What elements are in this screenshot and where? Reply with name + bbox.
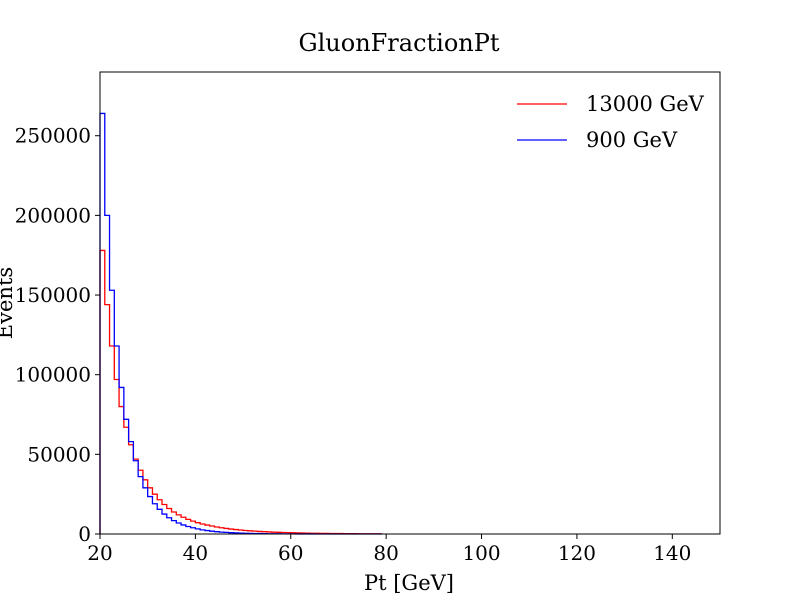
x-axis: 20 40 60 80 100 120 140 xyxy=(87,534,691,565)
plot-frame xyxy=(99,71,721,535)
x-tick-label: 140 xyxy=(653,541,691,565)
y-tick-label: 250000 xyxy=(15,124,91,148)
x-tick-label: 20 xyxy=(87,541,112,565)
legend-label: 900 GeV xyxy=(586,128,678,152)
y-tick-label: 0 xyxy=(78,522,91,546)
series-line-0 xyxy=(99,249,383,535)
chart-title: GluonFractionPt xyxy=(298,29,499,57)
x-tick-label: 60 xyxy=(278,541,303,565)
series-layer xyxy=(99,112,383,535)
legend-label: 13000 GeV xyxy=(586,92,705,116)
y-axis: 0 50000 100000 150000 200000 250000 xyxy=(15,124,100,546)
x-axis-label: Pt [GeV] xyxy=(364,571,454,595)
y-tick-label: 200000 xyxy=(15,203,91,227)
legend: 13000 GeV 900 GeV xyxy=(517,92,705,152)
x-tick-label: 100 xyxy=(462,541,500,565)
y-tick-label: 50000 xyxy=(27,442,91,466)
x-tick-label: 120 xyxy=(558,541,596,565)
x-tick-label: 80 xyxy=(373,541,398,565)
y-axis-label: Events xyxy=(0,267,17,339)
y-tick-label: 150000 xyxy=(15,283,91,307)
y-tick-label: 100000 xyxy=(15,363,91,387)
x-tick-label: 40 xyxy=(183,541,208,565)
